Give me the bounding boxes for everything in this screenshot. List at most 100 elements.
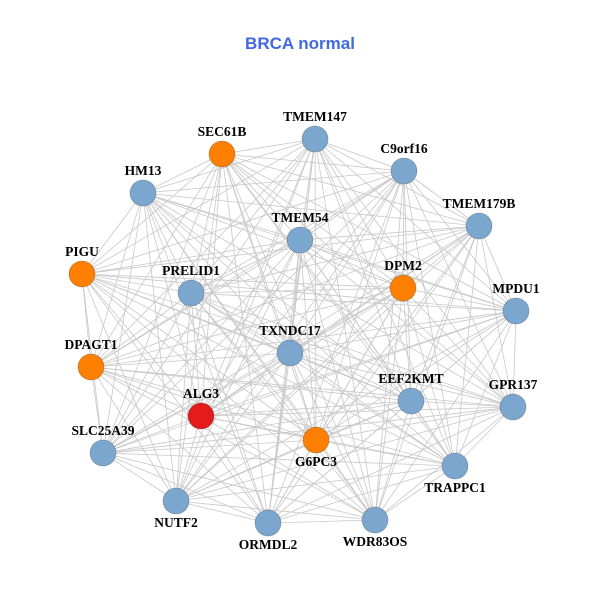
edge-GPR137-G6PC3 [315, 406, 514, 441]
edge-SLC25A39-ORMDL2 [102, 452, 269, 524]
edge-GPR137-ALG3 [200, 406, 514, 417]
edge-C9orf16-SLC25A39 [102, 170, 405, 454]
edge-TMEM179B-NUTF2 [175, 225, 480, 502]
edge-ALG3-WDR83OS [200, 415, 376, 521]
edge-PRELID1-MPDU1 [190, 292, 517, 312]
edge-DPM2-TXNDC17 [289, 287, 404, 354]
node-ALG3[interactable] [187, 402, 215, 430]
edge-SEC61B-TRAPPC1 [221, 153, 456, 467]
edge-TMEM54-TXNDC17 [289, 239, 301, 354]
node-label-PIGU: PIGU [65, 244, 99, 259]
edge-C9orf16-TMEM54 [299, 170, 405, 241]
edge-C9orf16-HM13 [142, 170, 405, 194]
edge-TMEM54-SLC25A39 [102, 239, 301, 454]
edge-TRAPPC1-ORMDL2 [267, 465, 456, 524]
edge-TXNDC17-ALG3 [200, 352, 291, 417]
node-TMEM54[interactable] [286, 226, 314, 254]
edge-PIGU-G6PC3 [81, 273, 317, 441]
edge-PIGU-TRAPPC1 [81, 273, 456, 467]
edge-SEC61B-WDR83OS [221, 153, 376, 521]
edge-PIGU-DPM2 [81, 273, 404, 289]
edge-DPM2-SLC25A39 [102, 287, 404, 454]
edge-EEF2KMT-ALG3 [200, 400, 412, 417]
edge-TMEM54-GPR137 [299, 239, 514, 408]
node-label-DPM2: DPM2 [384, 258, 422, 273]
node-label-TMEM179B: TMEM179B [443, 196, 516, 211]
edge-PRELID1-DPAGT1 [90, 292, 192, 368]
node-label-ORMDL2: ORMDL2 [239, 537, 298, 552]
edge-layer [81, 138, 517, 524]
edge-SEC61B-TMEM179B [221, 153, 480, 227]
edge-SLC25A39-WDR83OS [102, 452, 376, 521]
edge-DPAGT1-TRAPPC1 [90, 366, 456, 467]
node-C9orf16[interactable] [390, 157, 418, 185]
node-MPDU1[interactable] [502, 297, 530, 325]
edge-TXNDC17-EEF2KMT [289, 352, 412, 402]
edge-G6PC3-TRAPPC1 [315, 439, 456, 467]
edge-C9orf16-ORMDL2 [267, 170, 405, 524]
node-PRELID1[interactable] [177, 279, 205, 307]
node-EEF2KMT[interactable] [397, 387, 425, 415]
node-PIGU[interactable] [68, 260, 96, 288]
edge-C9orf16-TMEM179B [403, 170, 480, 227]
node-label-TMEM147: TMEM147 [283, 109, 347, 124]
node-TMEM179B[interactable] [465, 212, 493, 240]
edge-SEC61B-PIGU [81, 153, 223, 275]
edge-TXNDC17-DPAGT1 [90, 352, 291, 368]
edge-G6PC3-NUTF2 [175, 439, 317, 502]
node-TXNDC17[interactable] [276, 339, 304, 367]
edge-C9orf16-SEC61B [221, 153, 405, 172]
edge-SEC61B-PRELID1 [190, 153, 223, 294]
edge-TRAPPC1-WDR83OS [374, 465, 456, 521]
edge-SEC61B-DPAGT1 [90, 153, 223, 368]
node-SEC61B[interactable] [208, 140, 236, 168]
label-layer: TMEM147 C9orf16 SEC61B HM13 TMEM179B TMEM54 PI… [65, 109, 540, 552]
edge-TXNDC17-GPR137 [289, 352, 514, 408]
node-SLC25A39[interactable] [89, 439, 117, 467]
node-WDR83OS[interactable] [361, 506, 389, 534]
edge-HM13-EEF2KMT [142, 192, 412, 402]
edge-TMEM54-ALG3 [200, 239, 301, 417]
node-TMEM147[interactable] [301, 125, 329, 153]
edge-TMEM54-MPDU1 [299, 239, 517, 312]
edge-MPDU1-TXNDC17 [289, 310, 517, 354]
edge-PRELID1-ALG3 [190, 292, 202, 417]
edge-TMEM179B-ALG3 [200, 225, 480, 417]
node-label-ALG3: ALG3 [183, 386, 219, 401]
node-G6PC3[interactable] [302, 426, 330, 454]
node-label-HM13: HM13 [125, 163, 162, 178]
edge-MPDU1-SLC25A39 [102, 310, 517, 454]
edge-TMEM179B-TMEM54 [299, 225, 480, 241]
node-label-MPDU1: MPDU1 [492, 281, 539, 296]
edge-TMEM179B-ORMDL2 [267, 225, 480, 524]
edge-TXNDC17-WDR83OS [289, 352, 376, 521]
node-HM13[interactable] [129, 179, 157, 207]
edge-TMEM54-ORMDL2 [267, 239, 301, 524]
node-TRAPPC1[interactable] [441, 452, 469, 480]
edge-DPAGT1-SLC25A39 [90, 366, 104, 454]
node-GPR137[interactable] [499, 393, 527, 421]
node-label-TRAPPC1: TRAPPC1 [424, 480, 486, 495]
edge-NUTF2-WDR83OS [175, 500, 376, 521]
edge-TMEM179B-PRELID1 [190, 225, 480, 294]
edge-DPM2-TRAPPC1 [402, 287, 456, 467]
node-DPM2[interactable] [389, 274, 417, 302]
edge-PIGU-MPDU1 [81, 273, 517, 312]
edge-HM13-NUTF2 [142, 192, 177, 502]
node-label-DPAGT1: DPAGT1 [65, 337, 118, 352]
edge-TMEM54-PRELID1 [190, 239, 301, 294]
edge-SLC25A39-TRAPPC1 [102, 452, 456, 467]
edge-TXNDC17-G6PC3 [289, 352, 317, 441]
node-DPAGT1[interactable] [77, 353, 105, 381]
edge-TMEM179B-WDR83OS [374, 225, 480, 521]
edge-HM13-TRAPPC1 [142, 192, 456, 467]
edge-TMEM147-C9orf16 [314, 138, 405, 172]
node-NUTF2[interactable] [162, 487, 190, 515]
node-label-TXNDC17: TXNDC17 [259, 323, 321, 338]
edge-TMEM147-GPR137 [314, 138, 514, 408]
edge-DPM2-MPDU1 [402, 287, 517, 312]
edge-HM13-GPR137 [142, 192, 514, 408]
node-ORMDL2[interactable] [254, 509, 282, 537]
edge-HM13-PIGU [81, 192, 144, 275]
